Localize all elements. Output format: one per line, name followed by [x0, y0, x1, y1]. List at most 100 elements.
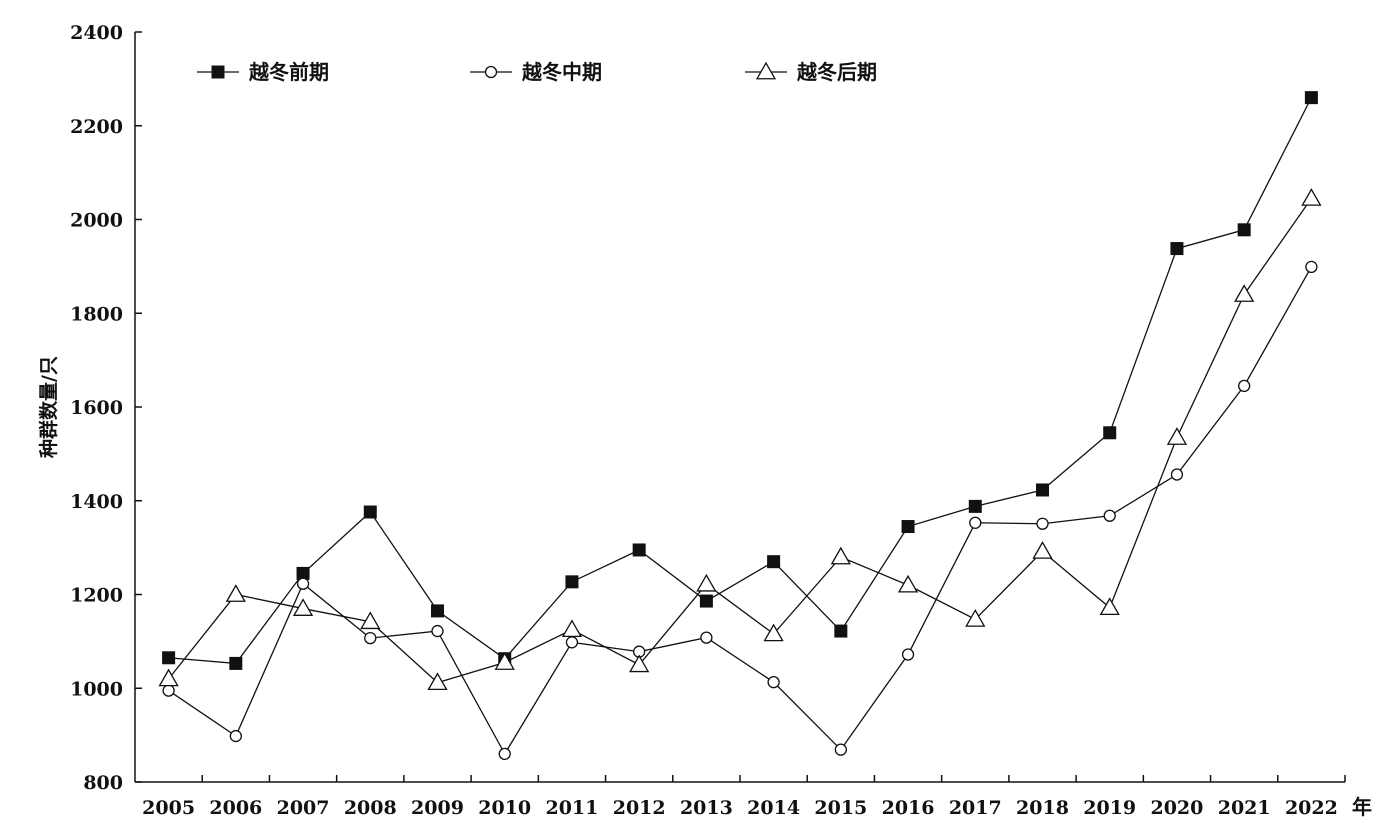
x-tick-label: 2022 [1285, 797, 1338, 819]
data-point [158, 668, 179, 687]
legend-marker [211, 65, 225, 79]
x-tick-label: 2015 [814, 797, 867, 819]
series-2 [162, 260, 1318, 761]
y-tick-label: 2000 [70, 210, 123, 232]
x-tick-label: 2021 [1218, 797, 1271, 819]
series-3 [158, 188, 1322, 691]
data-point [834, 743, 847, 756]
data-point [363, 505, 377, 519]
y-tick-label: 2200 [70, 116, 123, 138]
data-point [834, 624, 848, 638]
data-point [431, 624, 444, 638]
data-point [364, 631, 377, 645]
data-point [901, 648, 915, 661]
data-point [632, 543, 646, 557]
data-point [1166, 427, 1188, 445]
x-axis-ticks: 2005 2006 2007 2008 2009 2010 2011 2012 2013 2014… [142, 775, 1346, 819]
y-tick-label: 1600 [70, 397, 123, 419]
x-tick-label: 2014 [747, 797, 800, 819]
data-point [229, 656, 243, 670]
data-point [1170, 468, 1184, 481]
x-tick-label: 2010 [478, 797, 531, 819]
legend-item-1: 越冬前期 [197, 60, 329, 84]
data-point [1305, 260, 1318, 273]
data-point [830, 546, 851, 565]
x-tick-label: 2016 [882, 797, 935, 819]
data-point [565, 636, 579, 649]
data-point [1304, 91, 1318, 105]
data-point [696, 573, 717, 592]
x-tick-label: 2020 [1150, 797, 1203, 819]
data-point [565, 575, 579, 589]
data-point [1032, 541, 1053, 559]
legend: 越冬前期 越冬中期 越冬后期 [197, 60, 877, 84]
x-tick-label: 2013 [680, 797, 733, 819]
axes [134, 32, 1345, 783]
data-point [1301, 188, 1322, 206]
data-point [965, 609, 986, 627]
y-tick-label: 800 [83, 772, 123, 794]
x-tick-label: 2006 [209, 797, 262, 819]
data-point [1036, 517, 1049, 530]
data-point [1238, 379, 1251, 393]
data-point [1237, 223, 1251, 237]
data-point [1103, 426, 1117, 440]
data-point [969, 516, 982, 529]
series-line [168, 198, 1312, 684]
data-point [1099, 597, 1120, 616]
data-point [360, 611, 381, 630]
y-axis-title: 种群数量/只 [37, 356, 60, 459]
data-point [292, 598, 314, 616]
series-1 [162, 91, 1318, 670]
data-point [767, 555, 781, 569]
x-tick-label: 2005 [142, 797, 195, 819]
x-tick-label: 2009 [411, 797, 464, 819]
data-point [162, 651, 176, 665]
y-tick-label: 1200 [70, 585, 123, 607]
data-point [427, 672, 448, 691]
data-point [1036, 483, 1049, 497]
legend-label: 越冬前期 [248, 60, 329, 84]
data-point [897, 574, 919, 593]
data-point [1103, 509, 1116, 522]
data-point [968, 499, 982, 513]
data-point [763, 623, 784, 642]
data-point [498, 747, 511, 761]
legend-item-2: 越冬中期 [470, 60, 602, 84]
y-axis-ticks: 800 1000 1200 1400 1600 1800 2000 2200 2400 [70, 22, 142, 794]
x-axis-unit-label: 年 [1352, 795, 1372, 819]
data-point [494, 652, 515, 670]
data-point [700, 631, 713, 644]
legend-label: 越冬后期 [796, 60, 877, 84]
data-point [699, 594, 713, 608]
x-tick-label: 2011 [545, 797, 598, 819]
legend-marker [755, 61, 777, 80]
data-point [162, 684, 175, 697]
legend-item-3: 越冬后期 [745, 60, 877, 84]
y-tick-label: 1000 [70, 678, 123, 700]
x-tick-label: 2012 [613, 797, 666, 819]
x-tick-label: 2018 [1016, 797, 1069, 819]
data-point [1234, 284, 1255, 302]
legend-marker [484, 65, 498, 79]
data-point [767, 676, 780, 689]
series-line [168, 266, 1312, 756]
x-tick-label: 2007 [277, 797, 330, 819]
data-point [561, 619, 583, 638]
series-layer [158, 91, 1322, 761]
data-point [901, 520, 915, 534]
series-line [168, 97, 1312, 665]
y-tick-label: 2400 [70, 22, 123, 44]
data-point [296, 577, 310, 590]
x-tick-label: 2017 [949, 797, 1002, 819]
x-tick-label: 2008 [344, 797, 397, 819]
x-tick-label: 2019 [1083, 797, 1136, 819]
y-tick-label: 1400 [70, 491, 123, 513]
data-point [229, 729, 242, 743]
legend-label: 越冬中期 [521, 60, 602, 84]
data-point [431, 604, 444, 618]
data-point [629, 654, 650, 673]
data-point [1170, 242, 1184, 256]
y-tick-label: 1800 [70, 303, 123, 325]
